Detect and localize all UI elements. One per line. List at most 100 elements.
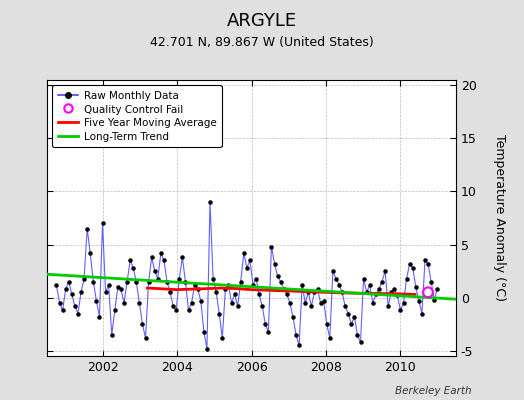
Point bbox=[181, 278, 190, 285]
Point bbox=[325, 335, 334, 341]
Point bbox=[239, 250, 248, 256]
Point bbox=[313, 286, 322, 292]
Point bbox=[390, 286, 398, 292]
Point bbox=[107, 332, 116, 338]
Text: 42.701 N, 89.867 W (United States): 42.701 N, 89.867 W (United States) bbox=[150, 36, 374, 49]
Point bbox=[378, 278, 386, 285]
Point bbox=[424, 289, 432, 296]
Point bbox=[71, 303, 79, 309]
Point bbox=[341, 303, 350, 309]
Point bbox=[384, 303, 392, 309]
Point bbox=[298, 282, 307, 288]
Point bbox=[77, 289, 85, 296]
Point bbox=[206, 199, 214, 205]
Point bbox=[399, 300, 408, 306]
Point bbox=[264, 328, 272, 335]
Point bbox=[89, 278, 97, 285]
Point bbox=[329, 268, 337, 274]
Point bbox=[218, 335, 226, 341]
Point bbox=[424, 260, 432, 267]
Point bbox=[243, 265, 251, 271]
Point bbox=[332, 275, 340, 282]
Point bbox=[147, 254, 156, 260]
Point bbox=[129, 265, 137, 271]
Point bbox=[393, 292, 401, 299]
Point bbox=[126, 257, 134, 264]
Point bbox=[184, 307, 193, 314]
Point bbox=[359, 275, 368, 282]
Point bbox=[188, 300, 196, 306]
Point bbox=[406, 260, 414, 267]
Point bbox=[372, 291, 380, 298]
Point bbox=[169, 303, 177, 309]
Legend: Raw Monthly Data, Quality Control Fail, Five Year Moving Average, Long-Term Tren: Raw Monthly Data, Quality Control Fail, … bbox=[52, 85, 222, 148]
Point bbox=[175, 275, 183, 282]
Point bbox=[64, 278, 73, 285]
Point bbox=[387, 289, 396, 296]
Point bbox=[267, 244, 276, 250]
Point bbox=[114, 284, 122, 290]
Point bbox=[135, 300, 144, 306]
Point bbox=[99, 220, 107, 226]
Point bbox=[310, 289, 319, 296]
Point bbox=[396, 307, 405, 314]
Point bbox=[215, 310, 223, 317]
Point bbox=[234, 303, 242, 309]
Point bbox=[111, 307, 119, 314]
Point bbox=[246, 257, 254, 264]
Point bbox=[172, 307, 180, 314]
Text: Berkeley Earth: Berkeley Earth bbox=[395, 386, 472, 396]
Point bbox=[196, 298, 205, 304]
Point bbox=[375, 286, 383, 292]
Point bbox=[227, 300, 236, 306]
Point bbox=[56, 300, 64, 306]
Point bbox=[414, 298, 423, 304]
Point bbox=[270, 260, 279, 267]
Point bbox=[120, 300, 128, 306]
Point bbox=[307, 303, 315, 309]
Point bbox=[163, 278, 171, 285]
Point bbox=[68, 291, 76, 298]
Point bbox=[366, 282, 374, 288]
Point bbox=[350, 314, 358, 320]
Point bbox=[224, 282, 233, 288]
Point bbox=[323, 321, 331, 327]
Point bbox=[193, 286, 202, 292]
Point bbox=[427, 278, 435, 285]
Point bbox=[231, 291, 239, 298]
Point bbox=[409, 265, 417, 271]
Point bbox=[304, 289, 312, 296]
Point bbox=[145, 278, 153, 285]
Point bbox=[104, 282, 113, 288]
Point bbox=[363, 289, 371, 296]
Point bbox=[320, 298, 328, 304]
Point bbox=[92, 298, 101, 304]
Point bbox=[261, 321, 269, 327]
Point bbox=[141, 335, 150, 341]
Point bbox=[166, 289, 174, 296]
Point bbox=[344, 310, 353, 317]
Point bbox=[209, 275, 217, 282]
Point bbox=[80, 275, 88, 282]
Point bbox=[102, 289, 110, 296]
Y-axis label: Temperature Anomaly (°C): Temperature Anomaly (°C) bbox=[493, 134, 506, 302]
Point bbox=[61, 286, 70, 292]
Point bbox=[252, 275, 260, 282]
Point bbox=[286, 300, 294, 306]
Point bbox=[274, 273, 282, 280]
Point bbox=[132, 278, 140, 285]
Point bbox=[236, 278, 245, 285]
Point bbox=[249, 282, 257, 288]
Point bbox=[203, 345, 211, 352]
Point bbox=[138, 321, 147, 327]
Point bbox=[255, 291, 264, 298]
Point bbox=[190, 282, 199, 288]
Point bbox=[74, 310, 82, 317]
Text: ARGYLE: ARGYLE bbox=[227, 12, 297, 30]
Point bbox=[338, 289, 346, 296]
Point bbox=[95, 314, 104, 320]
Point bbox=[292, 332, 300, 338]
Point bbox=[418, 310, 426, 317]
Point bbox=[123, 278, 132, 285]
Point bbox=[421, 257, 429, 264]
